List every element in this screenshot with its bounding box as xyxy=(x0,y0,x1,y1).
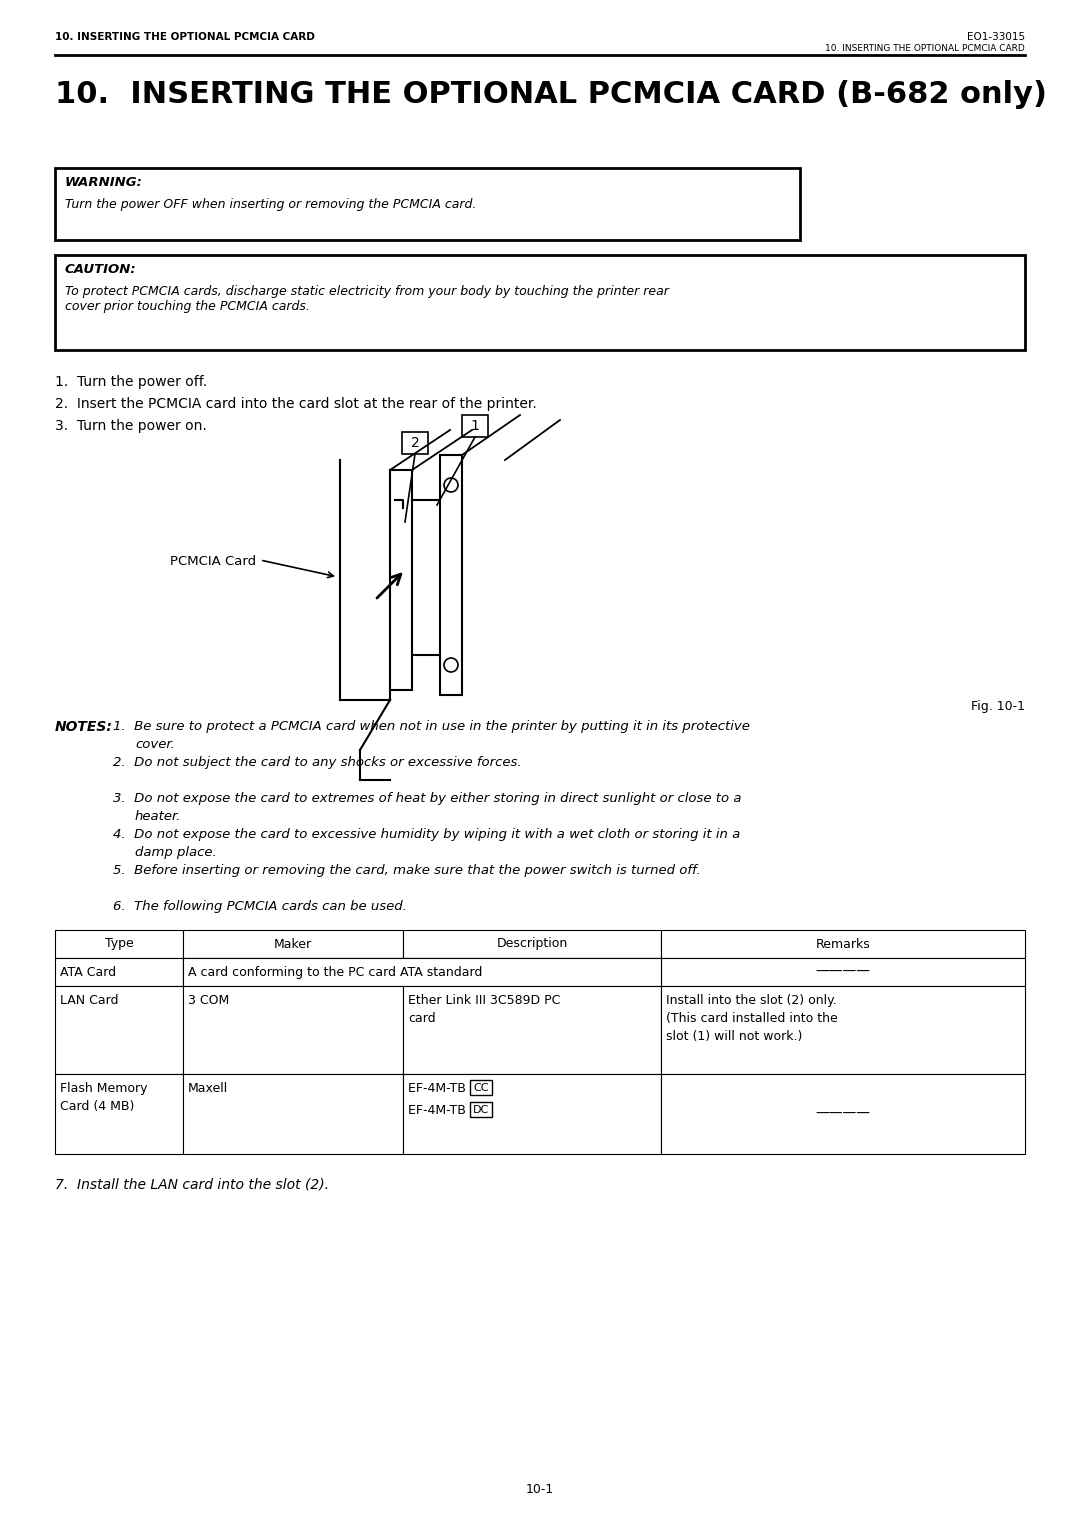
Bar xyxy=(55,1074,183,1154)
Bar xyxy=(403,958,661,987)
Bar xyxy=(55,958,183,987)
Text: 2.  Insert the PCMCIA card into the card slot at the rear of the printer.: 2. Insert the PCMCIA card into the card … xyxy=(55,396,537,412)
Bar xyxy=(470,1103,492,1116)
Text: slot (1) will not work.): slot (1) will not work.) xyxy=(666,1029,802,1043)
Text: 3 COM: 3 COM xyxy=(188,994,229,1007)
Text: ————: ———— xyxy=(815,1107,870,1121)
Text: 3.  Turn the power on.: 3. Turn the power on. xyxy=(55,419,206,433)
Text: To protect PCMCIA cards, discharge static electricity from your body by touching: To protect PCMCIA cards, discharge stati… xyxy=(65,285,669,313)
Text: EF-4M-TB: EF-4M-TB xyxy=(408,1104,470,1116)
Bar xyxy=(661,930,1025,958)
Bar xyxy=(183,958,661,987)
Text: Card (4 MB): Card (4 MB) xyxy=(60,1100,134,1113)
Text: 5.  Before inserting or removing the card, make sure that the power switch is tu: 5. Before inserting or removing the card… xyxy=(113,865,701,877)
Text: card: card xyxy=(408,1013,435,1025)
Bar xyxy=(55,168,800,239)
Bar xyxy=(55,987,183,1074)
Text: A card conforming to the PC card ATA standard: A card conforming to the PC card ATA sta… xyxy=(188,965,483,979)
Text: WARNING:: WARNING: xyxy=(65,175,143,189)
Text: 3.  Do not expose the card to extremes of heat by either storing in direct sunli: 3. Do not expose the card to extremes of… xyxy=(113,791,742,805)
Text: Ether Link III 3C589D PC: Ether Link III 3C589D PC xyxy=(408,994,561,1007)
Bar xyxy=(183,930,403,958)
Text: Fig. 10-1: Fig. 10-1 xyxy=(971,700,1025,714)
Text: Maxell: Maxell xyxy=(188,1083,228,1095)
Text: 2: 2 xyxy=(410,436,419,450)
Text: CC: CC xyxy=(473,1083,489,1093)
Text: (This card installed into the: (This card installed into the xyxy=(666,1013,838,1025)
Text: heater.: heater. xyxy=(135,810,181,824)
Text: DC: DC xyxy=(473,1106,489,1115)
Text: NOTES:: NOTES: xyxy=(55,720,113,734)
Text: 1.  Be sure to protect a PCMCIA card when not in use in the printer by putting i: 1. Be sure to protect a PCMCIA card when… xyxy=(113,720,750,734)
Text: 10. INSERTING THE OPTIONAL PCMCIA CARD: 10. INSERTING THE OPTIONAL PCMCIA CARD xyxy=(55,32,315,43)
Text: 4.  Do not expose the card to excessive humidity by wiping it with a wet cloth o: 4. Do not expose the card to excessive h… xyxy=(113,828,740,840)
Bar xyxy=(403,930,661,958)
Text: Turn the power OFF when inserting or removing the PCMCIA card.: Turn the power OFF when inserting or rem… xyxy=(65,198,476,210)
Bar xyxy=(470,1080,492,1095)
Text: 7.  Install the LAN card into the slot (2).: 7. Install the LAN card into the slot (2… xyxy=(55,1177,329,1193)
Text: Install into the slot (2) only.: Install into the slot (2) only. xyxy=(666,994,837,1007)
Text: PCMCIA Card: PCMCIA Card xyxy=(170,555,256,567)
Bar xyxy=(55,255,1025,351)
Text: cover.: cover. xyxy=(135,738,175,750)
Text: CAUTION:: CAUTION: xyxy=(65,262,137,276)
Bar xyxy=(183,1074,403,1154)
Text: Maker: Maker xyxy=(274,938,312,950)
Text: 1.  Turn the power off.: 1. Turn the power off. xyxy=(55,375,207,389)
Text: 10. INSERTING THE OPTIONAL PCMCIA CARD: 10. INSERTING THE OPTIONAL PCMCIA CARD xyxy=(825,44,1025,53)
Bar xyxy=(661,987,1025,1074)
Bar xyxy=(661,1074,1025,1154)
Text: 10.  INSERTING THE OPTIONAL PCMCIA CARD (B-682 only): 10. INSERTING THE OPTIONAL PCMCIA CARD (… xyxy=(55,79,1047,108)
Text: EO1-33015: EO1-33015 xyxy=(967,32,1025,43)
Text: 6.  The following PCMCIA cards can be used.: 6. The following PCMCIA cards can be use… xyxy=(113,900,407,913)
Text: Flash Memory: Flash Memory xyxy=(60,1083,148,1095)
Text: 1: 1 xyxy=(471,419,480,433)
Bar xyxy=(183,987,403,1074)
Text: Type: Type xyxy=(105,938,133,950)
Bar xyxy=(390,470,411,689)
Bar xyxy=(402,432,428,454)
Text: EF-4M-TB: EF-4M-TB xyxy=(408,1083,470,1095)
Bar xyxy=(395,500,460,656)
Bar xyxy=(403,987,661,1074)
Text: Remarks: Remarks xyxy=(815,938,870,950)
Text: LAN Card: LAN Card xyxy=(60,994,119,1007)
Bar xyxy=(440,454,462,695)
Bar xyxy=(661,958,1025,987)
Bar xyxy=(462,415,488,438)
Text: 10-1: 10-1 xyxy=(526,1482,554,1496)
Text: ATA Card: ATA Card xyxy=(60,965,117,979)
Text: 2.  Do not subject the card to any shocks or excessive forces.: 2. Do not subject the card to any shocks… xyxy=(113,756,522,769)
Bar xyxy=(55,930,183,958)
Bar xyxy=(183,958,403,987)
Text: Description: Description xyxy=(497,938,568,950)
Text: damp place.: damp place. xyxy=(135,846,217,859)
Bar xyxy=(403,1074,661,1154)
Text: ————: ———— xyxy=(815,965,870,979)
